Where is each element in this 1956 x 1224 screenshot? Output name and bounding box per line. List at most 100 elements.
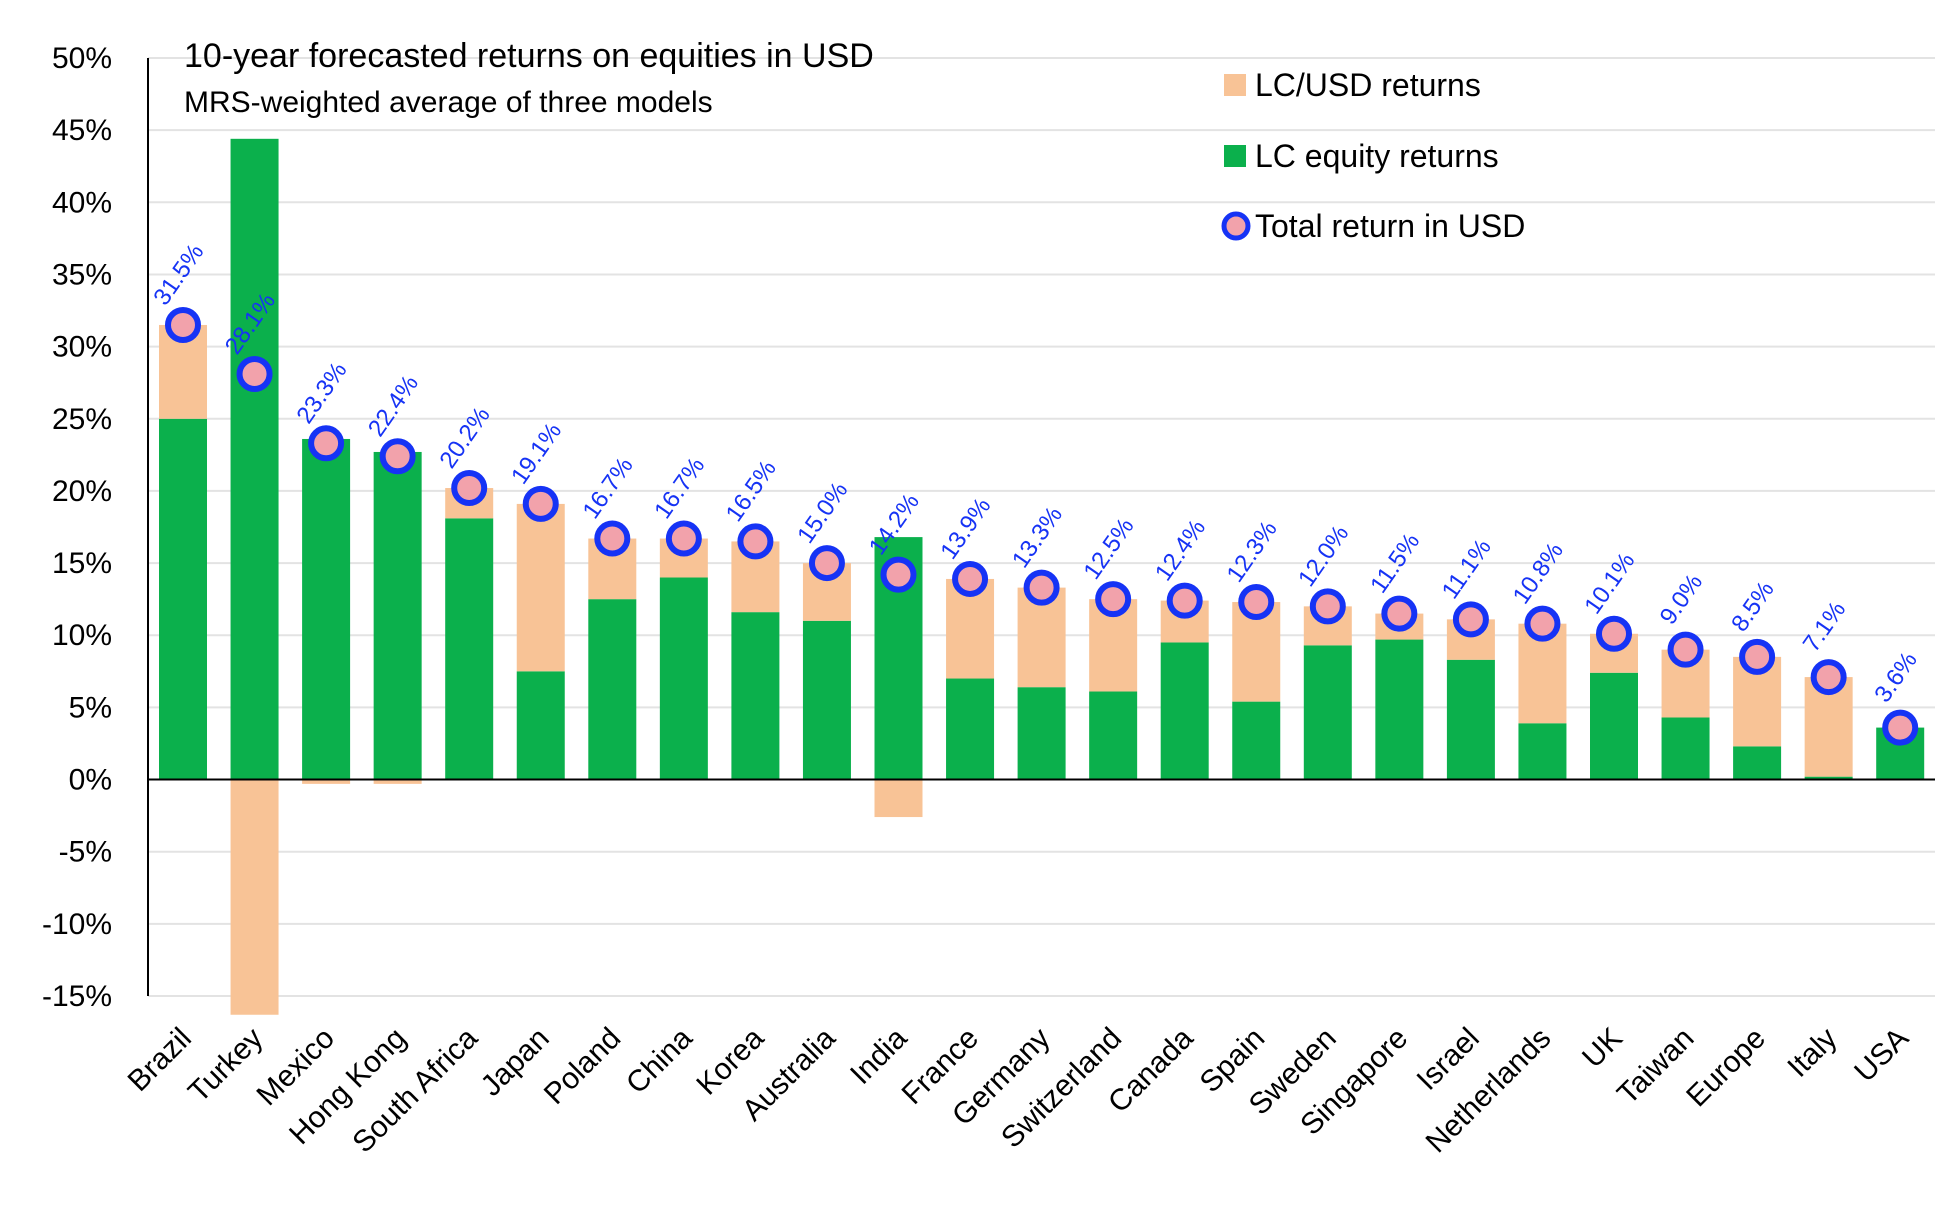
bar-lc-equity-switzerland — [1089, 691, 1138, 780]
total-return-marker-hong-kong — [379, 438, 416, 475]
total-return-marker-sweden — [1309, 588, 1346, 625]
y-tick-label: 30% — [52, 331, 112, 364]
data-label: 22.4% — [363, 370, 424, 441]
data-label: 13.9% — [935, 493, 996, 564]
total-return-marker-italy — [1810, 659, 1847, 696]
total-return-marker-brazil — [165, 306, 201, 343]
total-return-marker-singapore — [1381, 595, 1418, 632]
chart-subtitle: MRS-weighted average of three models — [184, 86, 713, 119]
legend-swatch-lc-usd — [1224, 74, 1246, 96]
y-tick-label: -5% — [59, 836, 112, 869]
bar-lc-equity-italy — [1804, 776, 1853, 780]
bar-lc-equity-poland — [588, 599, 637, 780]
x-category-label: Netherlands — [1420, 1022, 1558, 1160]
axes — [147, 58, 1935, 996]
bar-lc-equity-mexico — [302, 438, 351, 780]
total-return-marker-australia — [808, 545, 845, 582]
bar-lc-equity-france — [946, 678, 995, 780]
total-return-marker-france — [952, 560, 989, 597]
x-category-label: Europe — [1680, 1022, 1772, 1114]
bar-lc-equity-spain — [1232, 701, 1281, 780]
total-return-marker-canada — [1166, 582, 1203, 619]
total-return-marker-europe — [1739, 638, 1776, 675]
data-label: 12.5% — [1078, 513, 1139, 584]
bar-lc-equity-sweden — [1303, 645, 1352, 780]
bar-lc-equity-israel — [1446, 659, 1495, 780]
legend-label-total-return: Total return in USD — [1255, 208, 1525, 244]
data-label: 10.1% — [1579, 548, 1640, 619]
data-label: 16.7% — [578, 453, 639, 524]
total-return-marker-taiwan — [1667, 631, 1704, 668]
total-return-marker-germany — [1023, 569, 1060, 606]
legend-marker-total-return — [1221, 211, 1251, 241]
total-return-marker-israel — [1452, 601, 1489, 638]
legend-label-lc-usd: LC/USD returns — [1255, 67, 1481, 103]
bar-lc-usd-mexico — [302, 779, 351, 784]
y-tick-label: 25% — [52, 403, 112, 436]
data-label: 16.7% — [649, 453, 710, 524]
total-return-marker-uk — [1596, 615, 1632, 652]
bar-lc-equity-netherlands — [1518, 723, 1567, 780]
data-label: 20.2% — [434, 402, 495, 473]
total-return-marker-netherlands — [1524, 605, 1561, 642]
total-return-marker-turkey — [236, 356, 273, 393]
bar-lc-equity-korea — [731, 612, 780, 780]
y-tick-label: 5% — [69, 691, 112, 724]
total-return-markers — [165, 306, 1919, 746]
y-tick-label: 20% — [52, 475, 112, 508]
bar-lc-usd-turkey — [230, 779, 279, 1015]
bar-lc-equity-australia — [802, 620, 851, 780]
bar-lc-equity-hong-kong — [373, 451, 422, 780]
data-label: 15.0% — [792, 477, 853, 548]
data-label: 3.6% — [1869, 647, 1922, 707]
data-label: 19.1% — [506, 418, 567, 489]
y-tick-label: -10% — [42, 908, 112, 941]
y-tick-label: 10% — [52, 619, 112, 652]
y-tick-label: 15% — [52, 547, 112, 580]
total-return-marker-usa — [1882, 709, 1919, 746]
y-tick-label: -15% — [42, 980, 112, 1013]
y-axis-ticks: 50% 45% 40% 35% 30% 25% 20% 15% 10% 5% 0% -5% -10% -1… — [42, 42, 112, 1013]
y-tick-label: 0% — [69, 764, 112, 797]
data-label: 9.0% — [1655, 569, 1708, 629]
bar-lc-usd-india — [874, 779, 923, 818]
bar-lc-equity-turkey — [230, 138, 279, 780]
x-category-label: China — [620, 1021, 699, 1100]
x-category-label: Poland — [538, 1022, 627, 1111]
bar-lc-equity-south-africa — [445, 518, 494, 780]
total-return-marker-spain — [1238, 584, 1275, 621]
data-label: 12.0% — [1293, 520, 1354, 591]
total-return-marker-mexico — [308, 425, 345, 462]
total-return-marker-poland — [594, 520, 631, 557]
total-return-marker-japan — [522, 485, 559, 522]
data-label: 12.3% — [1222, 516, 1283, 587]
bar-lc-equity-germany — [1017, 687, 1066, 780]
bar-lc-usd-hong-kong — [373, 779, 422, 784]
y-tick-label: 45% — [52, 114, 112, 147]
bar-lc-equity-canada — [1160, 642, 1209, 780]
legend: LC/USD returns LC equity returns Total r… — [1221, 67, 1525, 244]
x-category-label: Italy — [1781, 1022, 1843, 1084]
total-return-marker-india — [880, 556, 917, 593]
data-label: 11.1% — [1437, 534, 1497, 604]
bar-lc-equity-japan — [516, 671, 565, 780]
x-category-label: USA — [1848, 1022, 1915, 1089]
total-return-marker-korea — [737, 523, 774, 560]
x-category-label: UK — [1576, 1022, 1629, 1075]
legend-swatch-lc-equity — [1224, 145, 1246, 167]
y-tick-label: 35% — [52, 258, 112, 291]
bar-lc-equity-taiwan — [1661, 717, 1710, 780]
total-return-marker-south-africa — [451, 470, 488, 507]
bar-lc-equity-brazil — [159, 418, 207, 780]
data-label: 12.4% — [1150, 515, 1211, 586]
chart-title: 10-year forecasted returns on equities i… — [184, 37, 874, 75]
legend-label-lc-equity: LC equity returns — [1255, 138, 1499, 174]
data-label: 10.8% — [1508, 538, 1569, 609]
y-tick-label: 50% — [52, 42, 112, 75]
total-return-marker-china — [665, 520, 702, 557]
data-label: 8.5% — [1726, 576, 1779, 636]
bar-lc-usd-japan — [516, 503, 565, 672]
data-label: 7.1% — [1798, 597, 1851, 657]
total-return-marker-switzerland — [1095, 581, 1132, 618]
